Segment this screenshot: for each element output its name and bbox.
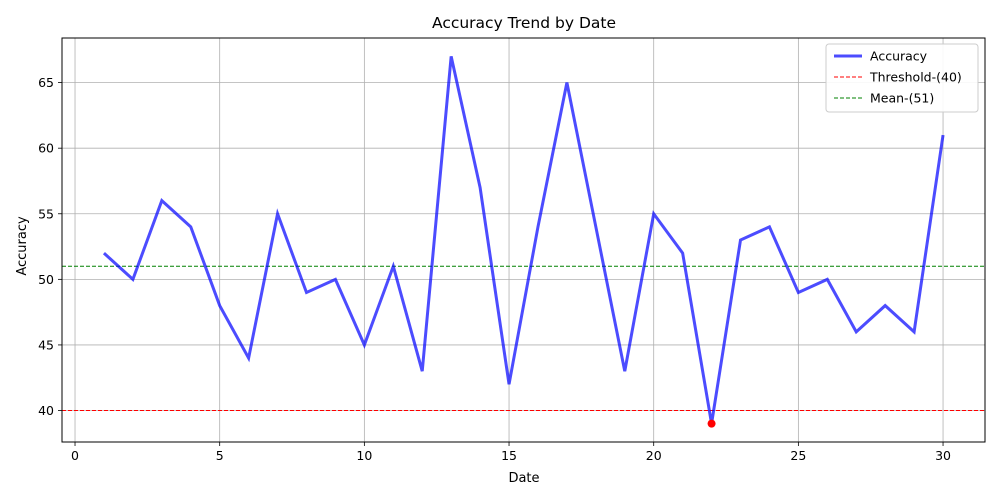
highlighted-points [707, 419, 716, 428]
reference-lines [62, 265, 985, 412]
plot-area-frame [61, 37, 986, 443]
accuracy-series-line [102, 56, 945, 424]
x-axis-ticks: 0 5 10 15 20 25 30 [71, 442, 951, 463]
legend-label-threshold: Threshold-(40) [869, 70, 962, 85]
y-axis-ticks: 40 45 50 55 60 65 [38, 75, 62, 418]
y-tick-label: 40 [38, 403, 54, 418]
chart-title: Accuracy Trend by Date [432, 14, 616, 32]
legend-label-accuracy: Accuracy [870, 49, 928, 64]
x-axis-label: Date [508, 471, 539, 486]
x-tick-label: 5 [216, 448, 224, 463]
x-tick-label: 25 [790, 448, 806, 463]
x-tick-label: 10 [356, 448, 372, 463]
legend-label-mean: Mean-(51) [870, 91, 934, 106]
y-tick-label: 45 [38, 337, 54, 352]
y-tick-label: 50 [38, 272, 54, 287]
y-tick-label: 60 [38, 141, 54, 156]
below-threshold-point [707, 419, 716, 428]
y-axis-label: Accuracy [15, 216, 30, 276]
legend-box [825, 43, 979, 113]
legend: Accuracy Threshold-(40) Mean-(51) [825, 43, 979, 113]
x-tick-label: 30 [935, 448, 951, 463]
y-tick-label: 65 [38, 75, 54, 90]
x-tick-label: 15 [501, 448, 517, 463]
x-tick-label: 0 [71, 448, 79, 463]
y-tick-label: 55 [38, 206, 54, 221]
x-tick-label: 20 [646, 448, 662, 463]
series [102, 56, 945, 424]
